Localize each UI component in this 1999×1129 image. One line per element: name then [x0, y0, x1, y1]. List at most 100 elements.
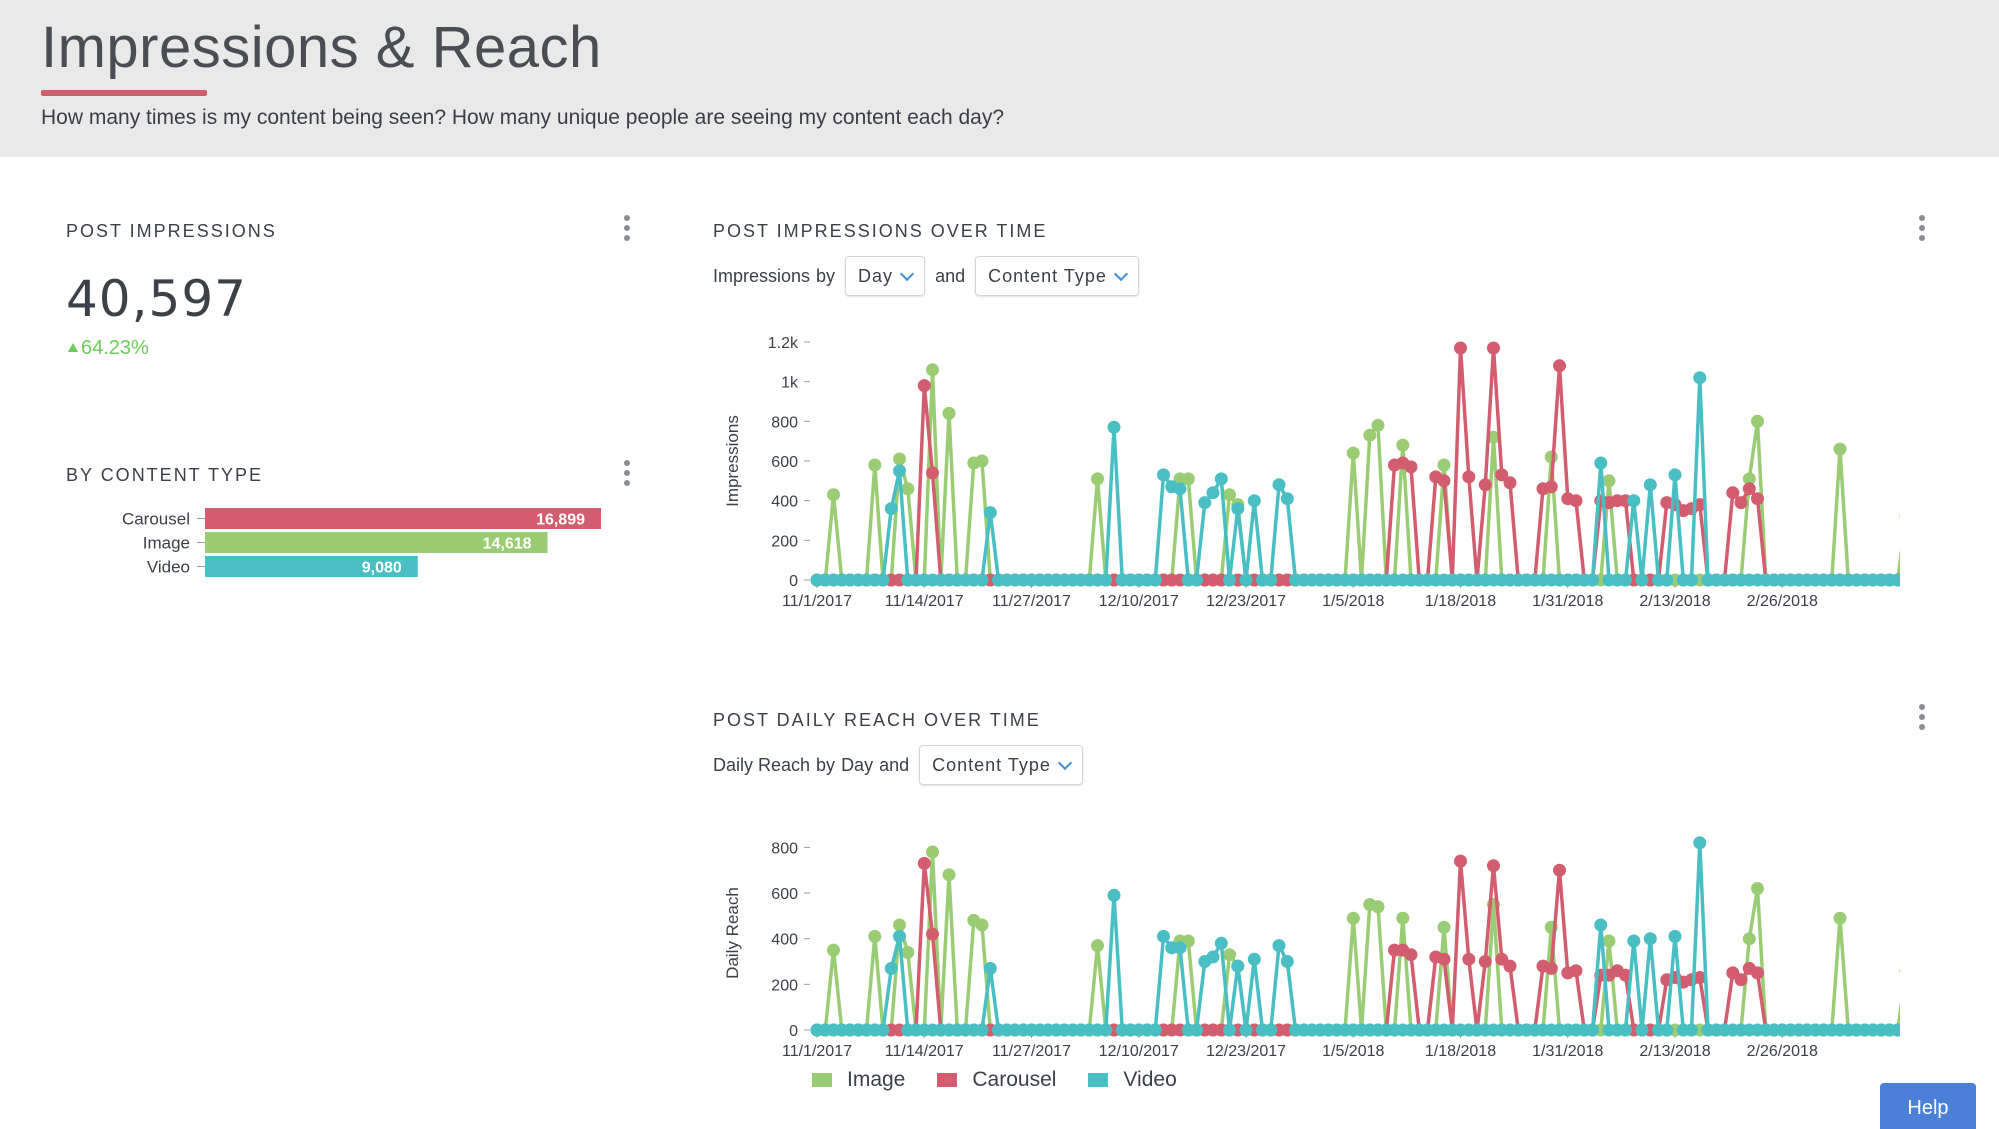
x-tick-label: 1/5/2018	[1322, 1043, 1384, 1060]
point-image	[1602, 474, 1616, 488]
bar-category-label: Video	[147, 558, 190, 577]
legend-item-video[interactable]: Video	[1088, 1068, 1177, 1092]
legend-label-carousel: Carousel	[972, 1068, 1057, 1091]
point-image	[1346, 911, 1360, 925]
y-tick-label: 400	[771, 494, 798, 511]
point-video	[1214, 936, 1228, 950]
point-image	[975, 918, 989, 932]
y-axis-label: Daily Reach	[723, 887, 742, 979]
x-tick-label: 1/5/2018	[1322, 593, 1384, 610]
point-carousel	[1751, 492, 1764, 506]
point-video	[1173, 941, 1187, 955]
x-tick-label: 2/13/2018	[1639, 593, 1710, 610]
point-video	[1173, 482, 1187, 496]
page-subtitle: How many times is my content being seen?…	[41, 106, 1005, 129]
reach-over-time-menu-icon[interactable]	[1914, 704, 1930, 738]
point-carousel	[1553, 863, 1566, 877]
x-tick-label: 11/27/2017	[992, 593, 1071, 610]
point-video	[1891, 1023, 1900, 1037]
reach-content-type-value: Content Type	[932, 754, 1051, 775]
reach-line-chart: Daily Reach 0 200 400 600 800 11/1/2017 11/14/2…	[723, 836, 1900, 1060]
y-tick-label: 0	[789, 573, 798, 590]
bar-value-label: 14,618	[483, 536, 532, 553]
point-video	[1157, 929, 1170, 943]
point-video	[1247, 952, 1261, 966]
y-tick-label: 1.2k	[768, 335, 799, 352]
point-carousel	[1742, 482, 1756, 496]
help-button[interactable]: Help	[1880, 1083, 1976, 1129]
point-video	[1190, 573, 1203, 587]
point-carousel	[926, 927, 939, 941]
point-carousel	[1544, 480, 1558, 494]
legend-swatch-image	[812, 1073, 832, 1087]
bar-value-label: 9,080	[362, 560, 402, 577]
x-tick-label: 2/26/2018	[1747, 593, 1818, 610]
point-image	[1751, 882, 1764, 895]
point-video	[876, 1023, 890, 1037]
y-tick-label: 200	[771, 977, 798, 994]
point-video	[1685, 1023, 1698, 1037]
post-impressions-title: POST IMPRESSIONS	[66, 221, 277, 241]
point-image	[975, 454, 989, 468]
point-carousel	[1726, 486, 1740, 500]
legend-item-image[interactable]: Image	[812, 1068, 905, 1092]
x-tick-label: 12/10/2017	[1099, 1043, 1179, 1060]
y-tick-label: 400	[771, 932, 798, 949]
post-impressions-change-value: 64.23%	[81, 337, 149, 359]
reach-content-type-dropdown[interactable]: Content Type	[919, 745, 1083, 785]
by-content-type-menu-icon[interactable]	[619, 460, 635, 494]
point-image	[1181, 472, 1195, 486]
point-video	[983, 961, 997, 975]
bar-category-label: Carousel	[122, 510, 190, 529]
x-tick-label: 12/23/2017	[1206, 1043, 1286, 1060]
point-video	[1231, 502, 1245, 516]
x-tick-label: 12/23/2017	[1206, 593, 1286, 610]
point-carousel	[1404, 948, 1418, 962]
period-dropdown[interactable]: Day	[845, 256, 926, 296]
legend-item-carousel[interactable]: Carousel	[937, 1068, 1056, 1092]
point-video	[1627, 494, 1641, 508]
impressions-over-time-title: POST IMPRESSIONS OVER TIME	[713, 221, 1048, 241]
impressions-over-time-menu-icon[interactable]	[1914, 215, 1930, 249]
series-line-image	[817, 368, 1900, 582]
series-line-image	[817, 850, 1900, 1032]
point-video	[975, 1023, 989, 1037]
point-video	[1899, 577, 1900, 583]
chevron-down-icon	[1057, 755, 1072, 770]
point-video	[1685, 573, 1698, 587]
point-video	[1099, 573, 1113, 587]
point-video	[1627, 934, 1641, 948]
impressions-content-type-dropdown[interactable]: Content Type	[975, 256, 1139, 296]
point-image	[1437, 920, 1451, 934]
point-video	[1280, 492, 1294, 506]
point-carousel	[1751, 966, 1764, 980]
point-video	[1239, 573, 1253, 587]
point-carousel	[917, 856, 931, 870]
point-video	[1586, 573, 1599, 587]
impressions-filter-label: Impressions	[713, 265, 811, 286]
point-image	[1091, 939, 1104, 953]
point-video	[1594, 918, 1608, 932]
point-video	[1190, 1023, 1203, 1037]
point-image	[926, 363, 939, 377]
x-tick-label: 12/10/2017	[1099, 593, 1179, 610]
point-video	[983, 506, 997, 520]
point-video	[1643, 932, 1657, 946]
point-image	[1363, 428, 1377, 442]
reach-filter-label: Daily Reach	[713, 754, 811, 775]
point-video	[1223, 573, 1236, 587]
bar-value-label: 16,899	[536, 512, 585, 529]
post-impressions-menu-icon[interactable]	[619, 215, 635, 249]
point-video	[1619, 573, 1632, 587]
point-image	[1371, 418, 1385, 432]
title-underline	[41, 90, 207, 96]
content-type-bar-chart: Carousel 16,899 Image 14,618 Video 9,080	[122, 508, 601, 577]
x-tick-label: 11/1/2017	[782, 1043, 852, 1060]
y-tick-label: 800	[771, 840, 798, 857]
point-carousel	[1544, 961, 1558, 975]
chevron-down-icon	[899, 266, 915, 281]
point-image	[942, 868, 956, 882]
y-tick-label: 0	[789, 1023, 798, 1040]
impressions-and-text: and	[935, 265, 966, 286]
